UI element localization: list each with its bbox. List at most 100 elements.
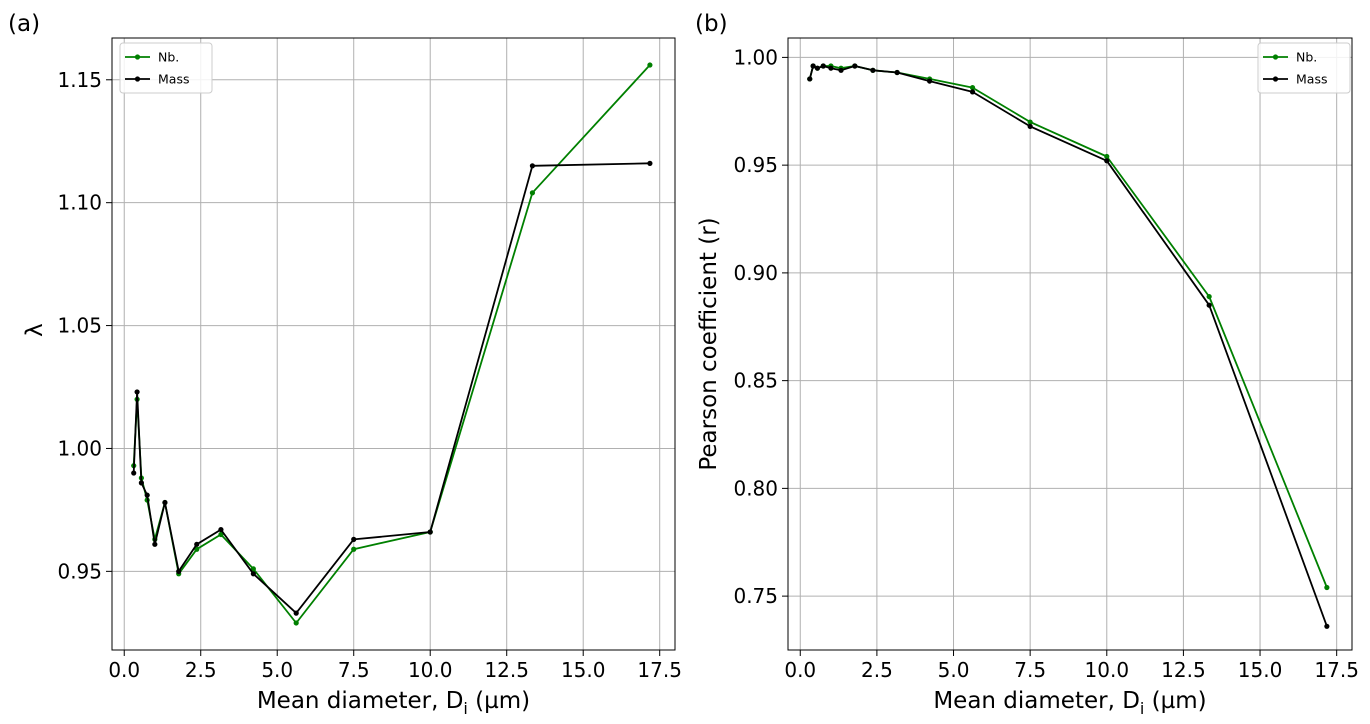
y-tick-label: 1.00 [733,45,778,69]
y-tick-label: 1.10 [57,191,102,215]
data-point-mass [351,536,357,542]
x-tick-label: 5.0 [261,658,293,682]
plot-frame [111,37,676,651]
x-tick-label: 5.0 [938,658,970,682]
legend-entry-label: Mass [158,72,189,87]
y-axis-label: λ [22,323,48,337]
data-point-nb [529,190,536,196]
x-axis-label-unit: (µm) [468,688,530,714]
data-point-nb [647,62,653,68]
data-point-mass [814,65,821,71]
x-tick-label: 10.0 [1085,658,1130,682]
data-point-mass [218,526,224,533]
data-point-mass [870,67,876,73]
data-point-nb [218,531,224,538]
legend-marker [134,76,141,82]
x-axis-label: Mean diameter, Di (µm) [933,688,1206,718]
chart-panel-b: 0.0 2.5 5.0 7.5 10.0 12.5 15.0 17.5 0.75 0.80 0.85… [695,11,1359,718]
data-point-mass [927,78,933,84]
data-point-mass [152,541,158,547]
y-tick-label: 0.90 [733,261,778,285]
data-point-mass [176,568,182,574]
data-point-mass [828,65,834,71]
plot-frame [787,37,1353,651]
x-tick-label: 12.5 [1161,658,1206,682]
x-tick-label: 2.5 [185,658,217,682]
data-point-mass [138,480,144,486]
y-axis-label: Pearson coefficient (r) [696,217,722,470]
panel-label: (a) [8,11,40,37]
legend-marker [1272,76,1279,82]
data-point-mass [529,163,536,169]
data-point-mass [647,160,653,166]
data-point-mass [194,541,200,547]
legend-box [1257,42,1351,94]
series-line-nb [132,64,651,624]
data-point-nb [1324,584,1330,591]
legend-marker [134,54,141,60]
data-point-mass [807,76,813,82]
x-axis-label-main: Mean diameter, D [933,688,1140,714]
x-tick-label: 12.5 [484,658,529,682]
y-tick-label: 0.75 [733,584,778,608]
data-point-mass [131,470,137,476]
data-point-nb [293,620,299,626]
legend-box [119,42,213,94]
y-tick-label: 1.15 [57,68,102,92]
data-point-mass [894,69,900,76]
y-tick-label: 0.80 [733,476,778,500]
data-point-mass [838,67,844,73]
data-point-mass [1027,123,1033,129]
x-tick-label: 15.0 [561,658,606,682]
x-tick-label: 7.5 [1014,658,1046,682]
panel-label: (b) [695,11,728,37]
data-point-mass [1206,302,1212,308]
data-point-mass [144,492,150,498]
data-point-mass [134,389,140,395]
data-point-nb [250,566,256,572]
series-line-mass [808,65,1328,627]
x-axis-label-main: Mean diameter, D [257,688,464,714]
x-axis-label-subscript: i [1140,699,1144,718]
data-point-nb [351,546,357,552]
x-tick-label: 0.0 [108,658,140,682]
data-point-mass [852,63,858,69]
x-tick-label: 15.0 [1238,658,1283,682]
data-point-nb [969,84,976,91]
chart-panel-a: 0.0 2.5 5.0 7.5 10.0 12.5 15.0 17.5 0.95 1.00 1.05… [8,11,682,718]
y-tick-label: 1.05 [57,314,102,338]
data-point-mass [810,63,816,69]
x-tick-label: 2.5 [861,658,893,682]
x-tick-label: 10.0 [408,658,453,682]
data-point-mass [293,610,299,616]
data-point-mass [969,89,976,95]
x-axis-label-unit: (µm) [1144,688,1206,714]
data-point-nb [1206,293,1212,300]
legend-entry-label: Nb. [1296,50,1317,65]
data-point-mass [820,63,826,69]
series-line-mass [132,162,650,614]
y-tick-label: 0.95 [733,153,778,177]
x-axis-label: Mean diameter, Di (µm) [257,688,530,718]
data-point-mass [162,499,168,506]
y-tick-label: 1.00 [57,436,102,460]
data-point-nb [1027,119,1033,125]
x-tick-label: 17.5 [1314,658,1359,682]
x-tick-label: 17.5 [637,658,682,682]
x-tick-label: 0.0 [784,658,816,682]
x-tick-label: 7.5 [338,658,370,682]
legend: Nb. Mass [119,42,213,94]
y-tick-label: 0.85 [733,369,778,393]
legend-marker [1272,54,1279,60]
data-point-nb [1104,153,1110,160]
legend: Nb. Mass [1257,42,1351,94]
data-point-mass [1104,158,1110,164]
data-point-mass [427,529,433,535]
data-point-mass [1324,623,1330,629]
x-axis-label-subscript: i [463,699,467,718]
data-point-nb [194,546,200,552]
legend-entry-label: Mass [1296,72,1327,87]
data-point-mass [250,571,256,577]
y-tick-label: 0.95 [57,559,102,583]
